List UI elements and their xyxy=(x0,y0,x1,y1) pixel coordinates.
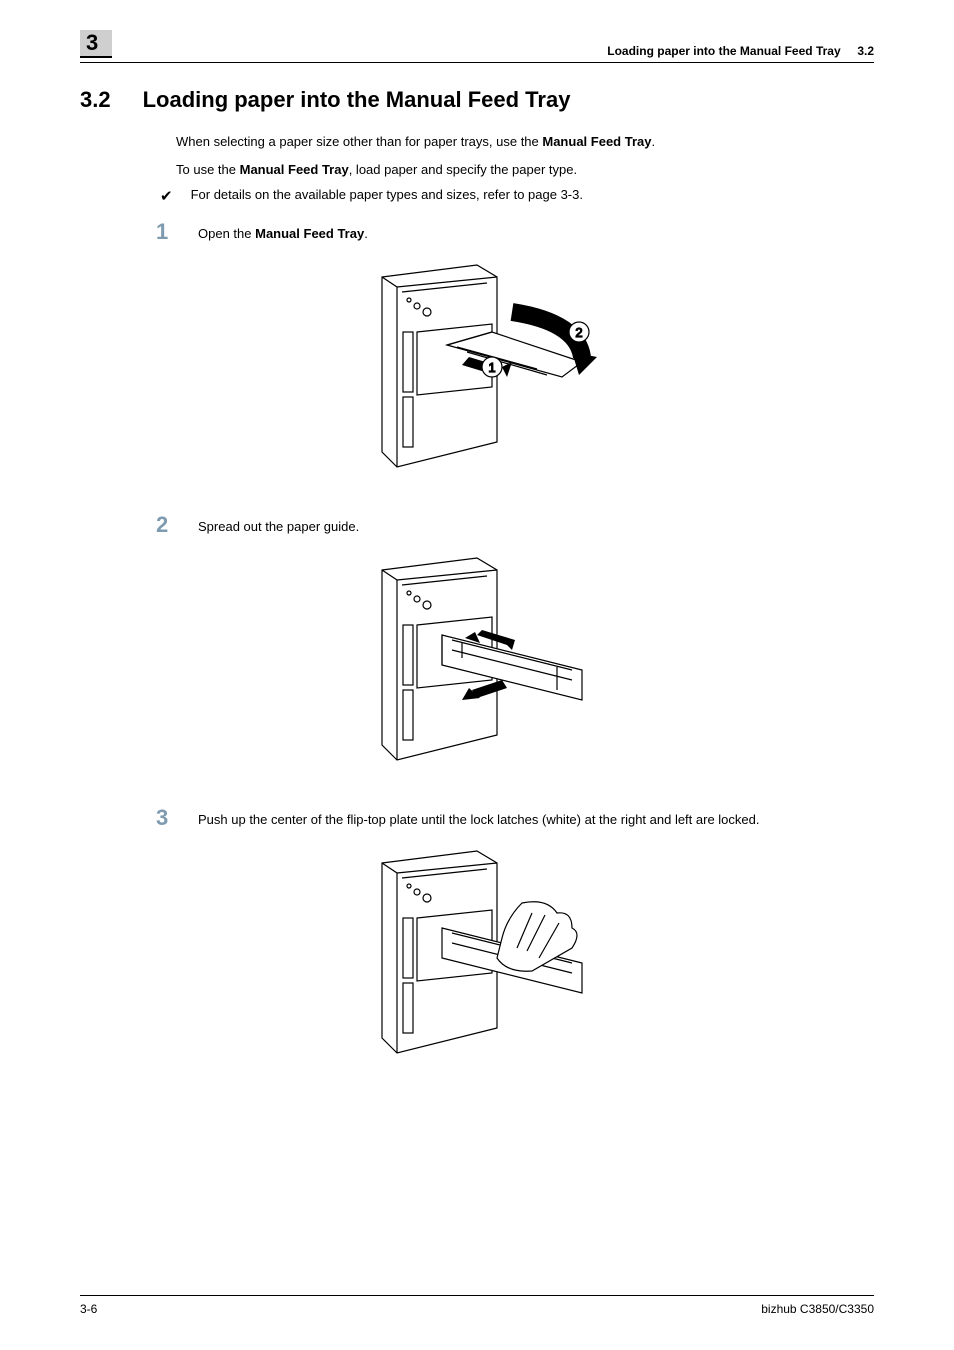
check-icon: ✔ xyxy=(160,187,173,205)
intro-1-pre: When selecting a paper size other than f… xyxy=(176,134,542,149)
page-number: 3-6 xyxy=(80,1302,97,1316)
running-header: Loading paper into the Manual Feed Tray … xyxy=(607,44,874,58)
intro-1-bold: Manual Feed Tray xyxy=(542,134,651,149)
page-footer: 3-6 bizhub C3850/C3350 xyxy=(80,1295,874,1316)
step-1: 1 Open the Manual Feed Tray. xyxy=(156,219,874,245)
step-text: Open the Manual Feed Tray. xyxy=(198,219,368,241)
page: 3 Loading paper into the Manual Feed Tra… xyxy=(0,0,954,1350)
step-3: 3 Push up the center of the flip-top pla… xyxy=(156,805,874,831)
bullet-text: For details on the available paper types… xyxy=(191,187,583,205)
intro-2-pre: To use the xyxy=(176,162,240,177)
figure-3 xyxy=(80,843,874,1068)
running-title: Loading paper into the Manual Feed Tray xyxy=(607,44,840,58)
chapter-badge: 3 xyxy=(80,30,112,58)
section-heading: 3.2 Loading paper into the Manual Feed T… xyxy=(80,87,874,113)
bullet-item: ✔ For details on the available paper typ… xyxy=(160,187,874,205)
figure-2 xyxy=(80,550,874,775)
step-1-bold: Manual Feed Tray xyxy=(255,226,364,241)
step-number: 2 xyxy=(156,512,174,538)
intro-line-2: To use the Manual Feed Tray, load paper … xyxy=(176,159,874,181)
step-text: Spread out the paper guide. xyxy=(198,512,359,534)
step-number: 1 xyxy=(156,219,174,245)
intro-2-bold: Manual Feed Tray xyxy=(240,162,349,177)
figure-1: 1 2 xyxy=(80,257,874,482)
callout-2: 2 xyxy=(575,325,582,340)
model-name: bizhub C3850/C3350 xyxy=(761,1302,874,1316)
section-number: 3.2 xyxy=(80,87,111,113)
page-header: 3 Loading paper into the Manual Feed Tra… xyxy=(80,30,874,63)
step-2-pre: Spread out the paper guide. xyxy=(198,519,359,534)
step-1-post: . xyxy=(364,226,368,241)
printer-illustration-2 xyxy=(347,550,607,775)
step-text: Push up the center of the flip-top plate… xyxy=(198,805,760,827)
intro-2-post: , load paper and specify the paper type. xyxy=(349,162,577,177)
printer-illustration-1: 1 2 xyxy=(347,257,607,482)
callout-1: 1 xyxy=(488,360,495,375)
step-number: 3 xyxy=(156,805,174,831)
intro-1-post: . xyxy=(651,134,655,149)
intro-line-1: When selecting a paper size other than f… xyxy=(176,131,874,153)
step-3-pre: Push up the center of the flip-top plate… xyxy=(198,812,760,827)
printer-illustration-3 xyxy=(347,843,607,1068)
step-1-pre: Open the xyxy=(198,226,255,241)
running-section: 3.2 xyxy=(857,44,874,58)
section-title: Loading paper into the Manual Feed Tray xyxy=(143,87,571,113)
step-2: 2 Spread out the paper guide. xyxy=(156,512,874,538)
